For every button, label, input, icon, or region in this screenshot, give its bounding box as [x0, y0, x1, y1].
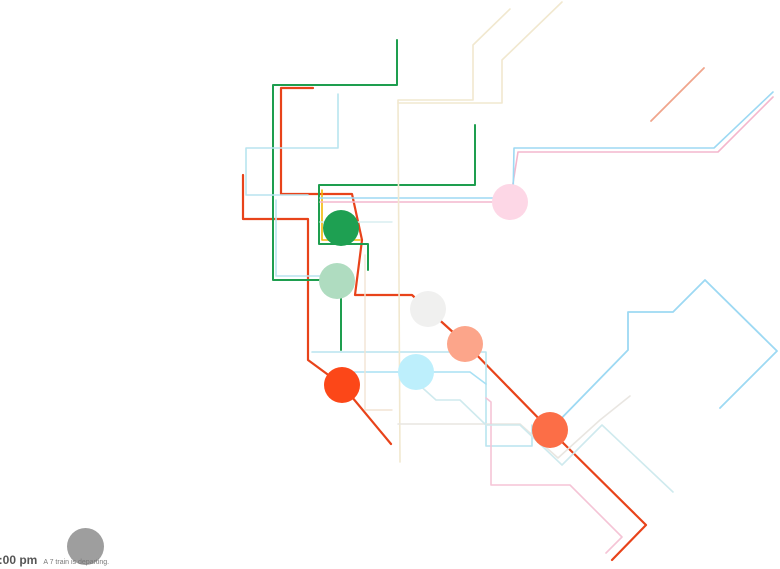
station-green-dark[interactable]: [323, 210, 359, 246]
line-red-long: [279, 86, 648, 562]
line-cyan-east: [319, 91, 774, 199]
clock-time: 5:00 pm: [0, 553, 38, 567]
line-grey-south: [397, 395, 631, 459]
line-light-blue-sw: [311, 351, 533, 447]
line-pink-east: [319, 96, 774, 203]
clock-status: A 7 train is departing.: [43, 559, 110, 566]
line-cream-north-2: [397, 1, 563, 104]
line-light-blue-west: [245, 93, 339, 196]
station-orange[interactable]: [532, 412, 568, 448]
line-cyan-se: [549, 279, 778, 431]
station-grey[interactable]: [410, 291, 446, 327]
route-lines: [241, 1, 778, 562]
line-pink-south: [485, 397, 623, 554]
line-red-main: [241, 173, 393, 446]
line-cyan-south: [342, 371, 487, 385]
line-teal-south: [415, 381, 674, 493]
station-pink[interactable]: [492, 184, 528, 220]
station-red[interactable]: [324, 367, 360, 403]
line-cream-north: [397, 8, 511, 463]
line-green-dark-2: [318, 124, 476, 271]
line-light-blue-inner: [275, 199, 337, 277]
stations: [319, 184, 568, 448]
clock-bar: 5:00 pm A 7 train is departing.: [0, 553, 109, 569]
station-green-light[interactable]: [319, 263, 355, 299]
line-pale-inner: [364, 254, 393, 411]
line-salmon-ne: [650, 67, 705, 122]
station-salmon[interactable]: [447, 326, 483, 362]
clock-indicator-dot: [67, 528, 104, 565]
station-sky[interactable]: [398, 354, 434, 390]
